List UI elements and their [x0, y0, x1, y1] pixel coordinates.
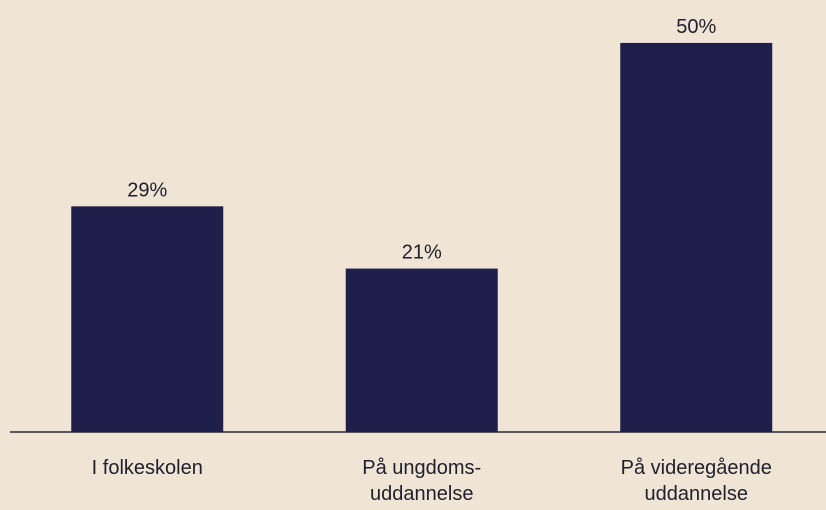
- bar: [620, 42, 773, 433]
- x-tick-label: I folkeskolen: [91, 457, 203, 479]
- bar: [345, 268, 498, 432]
- value-label: 50%: [676, 16, 716, 38]
- x-tick-label: På videregående uddannelse: [620, 457, 772, 505]
- x-tick-label: På ungdoms- uddannelse: [362, 457, 482, 505]
- value-label: 21%: [402, 242, 442, 264]
- bar: [71, 206, 224, 432]
- value-label: 29%: [127, 179, 167, 201]
